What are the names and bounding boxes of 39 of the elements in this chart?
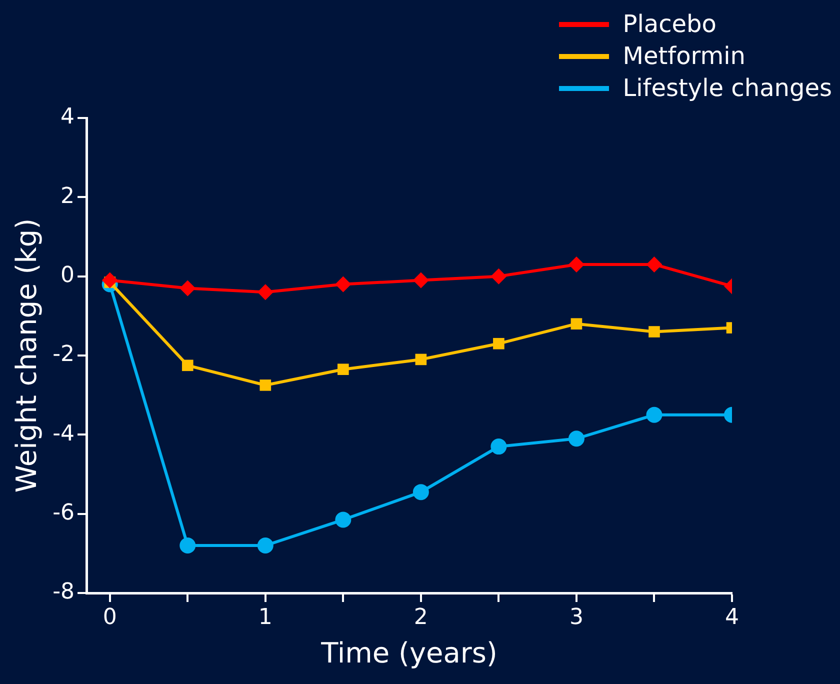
point xyxy=(412,272,429,288)
point xyxy=(490,438,507,455)
y-tick-label: 0 xyxy=(60,263,75,288)
x-tick-label: 0 xyxy=(102,604,117,630)
point xyxy=(180,280,196,296)
point xyxy=(646,256,662,272)
point xyxy=(257,538,274,554)
y-tick-label: 4 xyxy=(60,104,75,130)
point xyxy=(568,256,584,272)
point xyxy=(646,406,662,423)
y-tick-label: -2 xyxy=(52,342,75,368)
y-axis-title: Weight change (kg) xyxy=(10,218,44,493)
legend-label: Placebo xyxy=(622,9,716,40)
x-tick-label: 1 xyxy=(258,604,272,630)
point xyxy=(415,354,427,366)
x-tick-label: 4 xyxy=(725,604,739,630)
point xyxy=(568,430,584,447)
point xyxy=(180,538,196,554)
y-tick-label: -8 xyxy=(52,580,75,605)
y-tick-label: 2 xyxy=(60,184,75,209)
x-tick-label: 3 xyxy=(569,604,584,630)
legend-label: Lifestyle changes xyxy=(622,73,832,104)
point xyxy=(493,338,504,350)
point xyxy=(260,380,272,391)
x-tick-label: 2 xyxy=(414,604,428,630)
point xyxy=(182,360,194,372)
point xyxy=(570,318,582,330)
legend-label: Metformin xyxy=(622,41,746,72)
point xyxy=(338,364,349,376)
x-axis-title: Time (years) xyxy=(320,636,498,670)
point xyxy=(335,276,352,292)
point xyxy=(102,272,118,288)
point xyxy=(257,284,274,300)
point xyxy=(335,512,352,528)
y-tick-label: -6 xyxy=(52,500,75,526)
point xyxy=(412,484,429,500)
point xyxy=(648,326,660,338)
y-tick-label: -4 xyxy=(52,421,75,446)
point xyxy=(490,268,507,284)
